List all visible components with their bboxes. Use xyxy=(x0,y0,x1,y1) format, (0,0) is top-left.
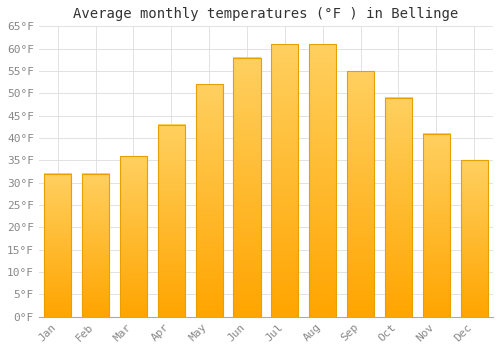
Bar xyxy=(44,174,72,317)
Bar xyxy=(82,174,109,317)
Title: Average monthly temperatures (°F ) in Bellinge: Average monthly temperatures (°F ) in Be… xyxy=(74,7,458,21)
Bar xyxy=(309,44,336,317)
Bar xyxy=(385,98,412,317)
Bar xyxy=(460,160,488,317)
Bar xyxy=(158,125,185,317)
Bar xyxy=(120,156,147,317)
Bar xyxy=(234,57,260,317)
Bar xyxy=(422,134,450,317)
Bar xyxy=(196,84,223,317)
Bar xyxy=(271,44,298,317)
Bar xyxy=(347,71,374,317)
